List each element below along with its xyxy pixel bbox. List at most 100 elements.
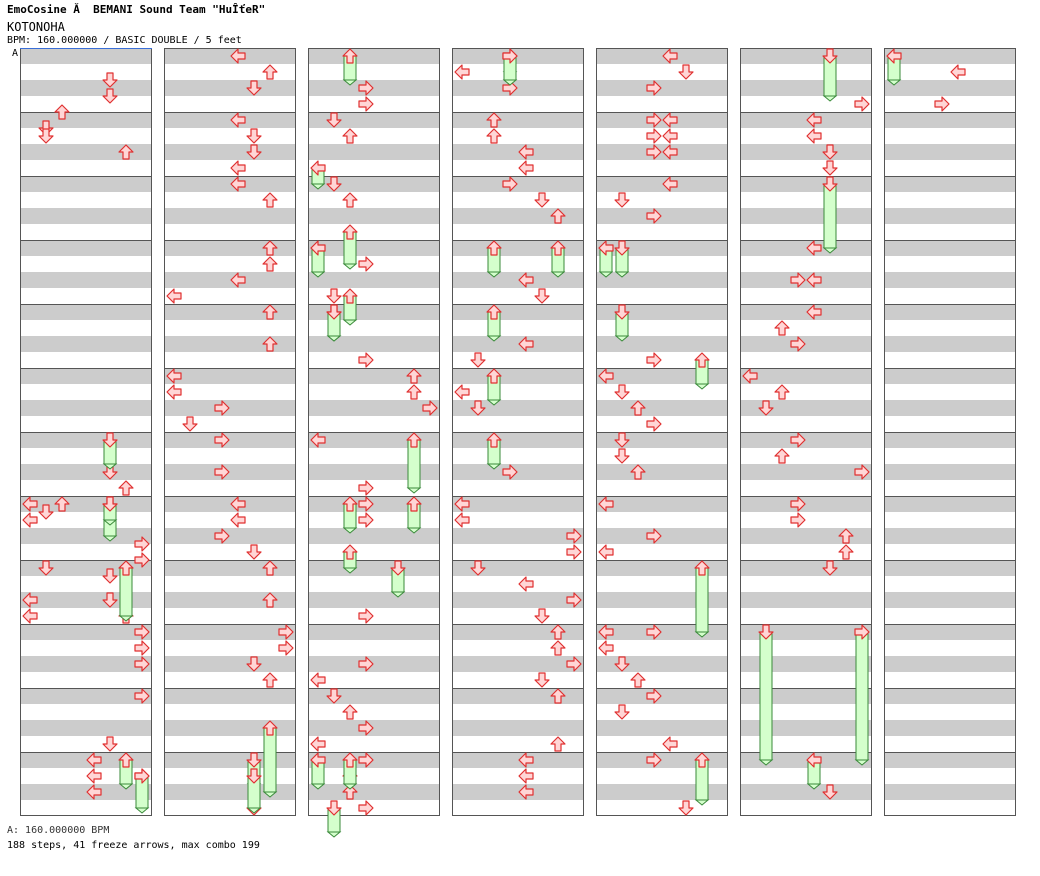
step-arrow — [38, 504, 54, 520]
stripe-row — [452, 624, 584, 640]
freeze-arrow — [758, 624, 774, 766]
column-border — [452, 48, 584, 816]
stripe-row — [308, 656, 440, 672]
step-arrow — [662, 176, 678, 192]
step-arrow — [230, 112, 246, 128]
stripe-row — [164, 208, 296, 224]
step-arrow — [806, 112, 822, 128]
step-arrow — [822, 144, 838, 160]
step-arrow — [38, 560, 54, 576]
freeze-head — [134, 768, 150, 784]
step-arrow — [806, 128, 822, 144]
stripe-row — [164, 624, 296, 640]
step-arrow — [646, 144, 662, 160]
stripe-row — [20, 400, 152, 416]
step-arrow — [646, 688, 662, 704]
stripe-row — [308, 272, 440, 288]
freeze-arrow — [486, 368, 502, 406]
step-arrow — [358, 512, 374, 528]
freeze-arrow — [614, 240, 630, 278]
stripe-row — [596, 368, 728, 384]
stripe-row — [164, 80, 296, 96]
step-arrow — [278, 640, 294, 656]
stripe-row — [20, 688, 152, 704]
step-arrow — [86, 784, 102, 800]
stripe-row — [596, 144, 728, 160]
step-arrow — [518, 272, 534, 288]
stripe-row — [308, 752, 440, 768]
freeze-head — [614, 304, 630, 320]
stripe-row — [308, 528, 440, 544]
stripe-row — [452, 592, 584, 608]
freeze-head — [550, 240, 566, 256]
stripe-row — [308, 560, 440, 576]
stripe-row — [740, 112, 872, 128]
step-arrow — [214, 432, 230, 448]
song-title: EmoCosine Ă BEMANI Sound Team "HuÎťeR" — [7, 3, 266, 16]
stripe-row — [740, 624, 872, 640]
stripe-row — [164, 560, 296, 576]
step-arrow — [646, 528, 662, 544]
stripe-row — [596, 48, 728, 64]
step-arrow — [278, 624, 294, 640]
stripe-row — [164, 272, 296, 288]
step-arrow — [518, 576, 534, 592]
stripe-row — [596, 464, 728, 480]
step-arrow — [502, 464, 518, 480]
stripe-row — [884, 304, 1016, 320]
chart-column-4 — [452, 48, 584, 816]
stripe-row — [20, 496, 152, 512]
step-arrow — [454, 496, 470, 512]
step-arrow — [342, 704, 358, 720]
stripe-row — [452, 48, 584, 64]
stripe-row — [164, 720, 296, 736]
stripe-row — [20, 368, 152, 384]
step-arrow — [806, 240, 822, 256]
freeze-head — [406, 432, 422, 448]
chart-column-2 — [164, 48, 296, 816]
step-arrow — [246, 128, 262, 144]
stripe-row — [20, 144, 152, 160]
step-arrow — [358, 752, 374, 768]
stripe-row — [596, 80, 728, 96]
stripe-row — [884, 48, 1016, 64]
step-arrow — [822, 560, 838, 576]
freeze-arrow — [486, 240, 502, 278]
stripe-row — [596, 688, 728, 704]
step-arrow — [230, 496, 246, 512]
step-arrow — [470, 400, 486, 416]
step-arrow — [518, 752, 534, 768]
freeze-arrow — [262, 720, 278, 798]
stripe-row — [884, 720, 1016, 736]
step-arrow — [38, 128, 54, 144]
step-arrow — [422, 400, 438, 416]
chart-info: BPM: 160.000000 / BASIC DOUBLE / 5 feet — [7, 35, 242, 46]
step-arrow — [630, 400, 646, 416]
stripe-row — [452, 272, 584, 288]
stripe-row — [308, 432, 440, 448]
freeze-arrow — [310, 752, 326, 790]
step-arrow — [134, 656, 150, 672]
freeze-arrow — [406, 496, 422, 534]
step-arrow — [646, 128, 662, 144]
step-arrow — [646, 624, 662, 640]
step-arrow — [22, 512, 38, 528]
freeze-head — [118, 752, 134, 768]
column-border — [884, 48, 1016, 816]
stripe-row — [884, 624, 1016, 640]
freeze-head — [326, 304, 342, 320]
step-arrow — [118, 144, 134, 160]
bpm-legend: A: 160.000000 BPM — [7, 825, 110, 836]
freeze-arrow — [550, 240, 566, 278]
step-arrow — [662, 736, 678, 752]
stripe-row — [20, 624, 152, 640]
stripe-row — [164, 304, 296, 320]
step-arrow — [646, 352, 662, 368]
freeze-arrow — [486, 304, 502, 342]
step-arrow — [614, 432, 630, 448]
freeze-arrow — [342, 544, 358, 574]
stripe-row — [740, 592, 872, 608]
step-arrow — [326, 112, 342, 128]
step-arrow — [166, 288, 182, 304]
freeze-head — [822, 176, 838, 192]
